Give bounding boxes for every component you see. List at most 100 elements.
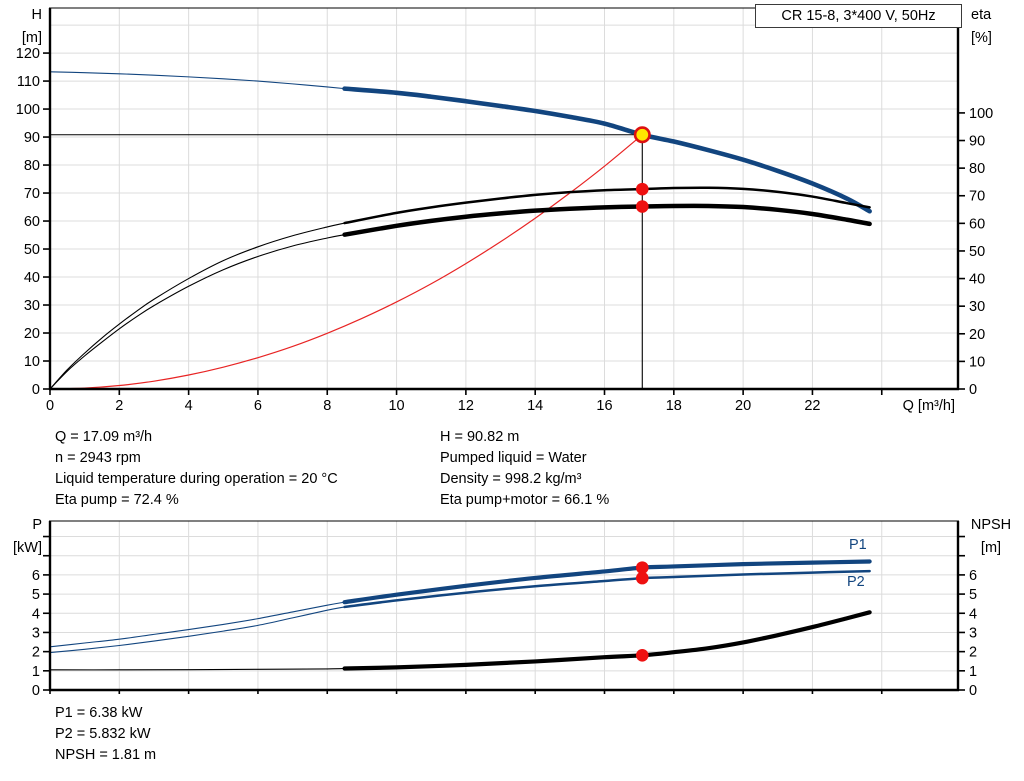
left-tick-label: 0: [32, 382, 40, 398]
x-tick-label: 10: [388, 398, 404, 414]
right-tick-label: 2: [969, 645, 977, 661]
x-tick-label: 0: [46, 398, 54, 414]
info-speed: n = 2943 rpm: [55, 450, 141, 466]
left-tick-label: 70: [24, 186, 40, 202]
left-tick-label: 1: [32, 664, 40, 680]
npsh-curve-thin: [49, 667, 346, 671]
duty-point-crosshair: [50, 134, 643, 389]
left-tick-label: 3: [32, 625, 40, 641]
eta-axis-title-line2: [%]: [971, 30, 992, 46]
power-info-column: P1 = 6.38 kW P2 = 5.832 kW NPSH = 1.81 m: [55, 703, 156, 766]
right-tick-label: 10: [969, 354, 985, 370]
h-axis-title-line2: [m]: [21, 30, 42, 46]
operating-point[interactable]: [633, 126, 651, 144]
right-tick-label: 1: [969, 664, 977, 680]
right-tick-label: 90: [969, 134, 985, 150]
x-tick-label: 14: [527, 398, 543, 414]
npsh-axis-title-line1: NPSH: [970, 517, 1012, 533]
info-density: Density = 998.2 kg/m³: [440, 471, 582, 487]
right-tick-label: 80: [969, 161, 985, 177]
info-p1: P1 = 6.38 kW: [55, 705, 143, 721]
left-tick-label: 4: [32, 606, 40, 622]
system-curve: [49, 134, 643, 390]
left-tick-label: 50: [24, 242, 40, 258]
left-tick-label: 110: [17, 74, 40, 90]
left-tick-label: 10: [24, 354, 40, 370]
left-tick-label: 40: [24, 270, 40, 286]
info-p2: P2 = 5.832 kW: [55, 726, 151, 742]
p2-curve-label: P2: [847, 574, 865, 590]
npsh-axis-title-line2: [m]: [980, 540, 1002, 556]
q-axis-title: Q [m³/h]: [902, 398, 955, 414]
eta-pump-duty-marker: [635, 182, 649, 196]
eta-axis-title: eta [%]: [971, 4, 1019, 50]
info-pumped-liquid: Pumped liquid = Water: [440, 450, 587, 466]
x-tick-label: 2: [115, 398, 123, 414]
right-tick-label: 30: [969, 299, 985, 315]
p-axis-title-line1: P: [32, 517, 42, 533]
left-tick-label: 30: [24, 298, 40, 314]
right-tick-label: 3: [969, 625, 977, 641]
head-curve: [342, 86, 872, 214]
x-tick-label: 8: [323, 398, 331, 414]
p2-curve: [343, 569, 871, 609]
right-tick-label: 5: [969, 587, 977, 603]
p1-curve-label: P1: [849, 537, 867, 553]
right-tick-label: 20: [969, 327, 985, 343]
info-npsh: NPSH = 1.81 m: [55, 747, 157, 763]
p1-curve-thin: [49, 601, 346, 648]
right-tick-label: 0: [969, 382, 977, 398]
right-tick-label: 40: [969, 272, 985, 288]
h-axis-title: H [m]: [0, 4, 42, 50]
info-eta-pump: Eta pump = 72.4 %: [55, 492, 179, 508]
right-tick-label: 4: [969, 606, 977, 622]
right-tick-label: 0: [969, 683, 977, 699]
eta-axis-title-line1: eta: [971, 7, 992, 23]
left-tick-label: 0: [32, 683, 40, 699]
x-tick-label: 20: [735, 398, 751, 414]
x-tick-label: 16: [596, 398, 612, 414]
p1-curve: [342, 559, 872, 605]
right-tick-label: 70: [969, 189, 985, 205]
duty-info-left-column: Q = 17.09 m³/h n = 2943 rpm Liquid tempe…: [55, 427, 338, 511]
left-tick-label: 5: [32, 587, 40, 603]
x-tick-label: 12: [458, 398, 474, 414]
info-flow: Q = 17.09 m³/h: [55, 429, 153, 445]
x-tick-label: 18: [666, 398, 682, 414]
left-tick-label: 100: [16, 102, 40, 118]
right-tick-label: 50: [969, 244, 985, 260]
eta-pump-motor-thin: [49, 234, 346, 390]
left-tick-label: 120: [16, 46, 40, 62]
eta-pump-motor-duty-marker: [635, 200, 649, 213]
left-tick-label: 2: [32, 645, 40, 661]
left-tick-label: 60: [24, 214, 40, 230]
p-axis-title: P [kW]: [0, 514, 42, 560]
info-eta-pump-motor: Eta pump+motor = 66.1 %: [440, 492, 610, 508]
x-tick-label: 22: [804, 398, 820, 414]
info-liquid-temperature: Liquid temperature during operation = 20…: [55, 471, 338, 487]
h-axis-title-line1: H: [31, 7, 42, 23]
left-tick-label: 20: [24, 326, 40, 342]
eta-pump: [343, 186, 871, 225]
right-tick-label: 6: [969, 568, 977, 584]
chart-title: CR 15-8, 3*400 V, 50Hz: [755, 4, 962, 28]
npsh-curve: [342, 610, 872, 671]
npsh-duty-marker: [635, 648, 649, 662]
left-tick-label: 80: [24, 158, 40, 174]
x-tick-label: 4: [185, 398, 193, 414]
p-axis-title-line2: [kW]: [13, 540, 42, 556]
p1-duty-marker: [635, 561, 649, 574]
right-tick-label: 100: [969, 106, 993, 122]
p2-curve-thin: [49, 606, 346, 654]
left-tick-label: 90: [24, 130, 40, 146]
duty-info-right-column: H = 90.82 m Pumped liquid = Water Densit…: [440, 427, 609, 511]
left-tick-label: 6: [32, 568, 40, 584]
npsh-axis-title: NPSH [m]: [960, 514, 1022, 560]
p2-duty-marker: [635, 571, 649, 585]
right-tick-label: 60: [969, 216, 985, 232]
x-tick-label: 6: [254, 398, 262, 414]
info-head: H = 90.82 m: [440, 429, 520, 445]
head-curve-thin: [49, 71, 346, 90]
